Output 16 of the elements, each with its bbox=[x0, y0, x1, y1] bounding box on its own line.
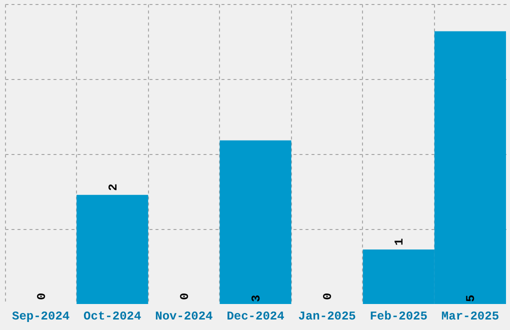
bar bbox=[76, 194, 148, 304]
data-label: 0 bbox=[178, 292, 192, 300]
data-label: 2 bbox=[106, 184, 120, 191]
data-label: 3 bbox=[250, 294, 264, 302]
x-tick-label: Mar-2025 bbox=[441, 310, 500, 324]
x-tick-label: Dec-2024 bbox=[226, 310, 284, 324]
x-tick-label: Sep-2024 bbox=[12, 310, 70, 324]
x-tick-label: Feb-2025 bbox=[370, 310, 428, 324]
x-tick-label: Oct-2024 bbox=[84, 310, 142, 324]
data-label: 0 bbox=[321, 292, 336, 300]
data-label: 1 bbox=[392, 238, 407, 246]
bar bbox=[220, 140, 292, 304]
x-tick-label: Nov-2024 bbox=[155, 310, 213, 324]
data-label: 0 bbox=[34, 292, 49, 300]
x-tick-label: Jan-2025 bbox=[298, 310, 356, 324]
data-label: 5 bbox=[464, 294, 478, 302]
